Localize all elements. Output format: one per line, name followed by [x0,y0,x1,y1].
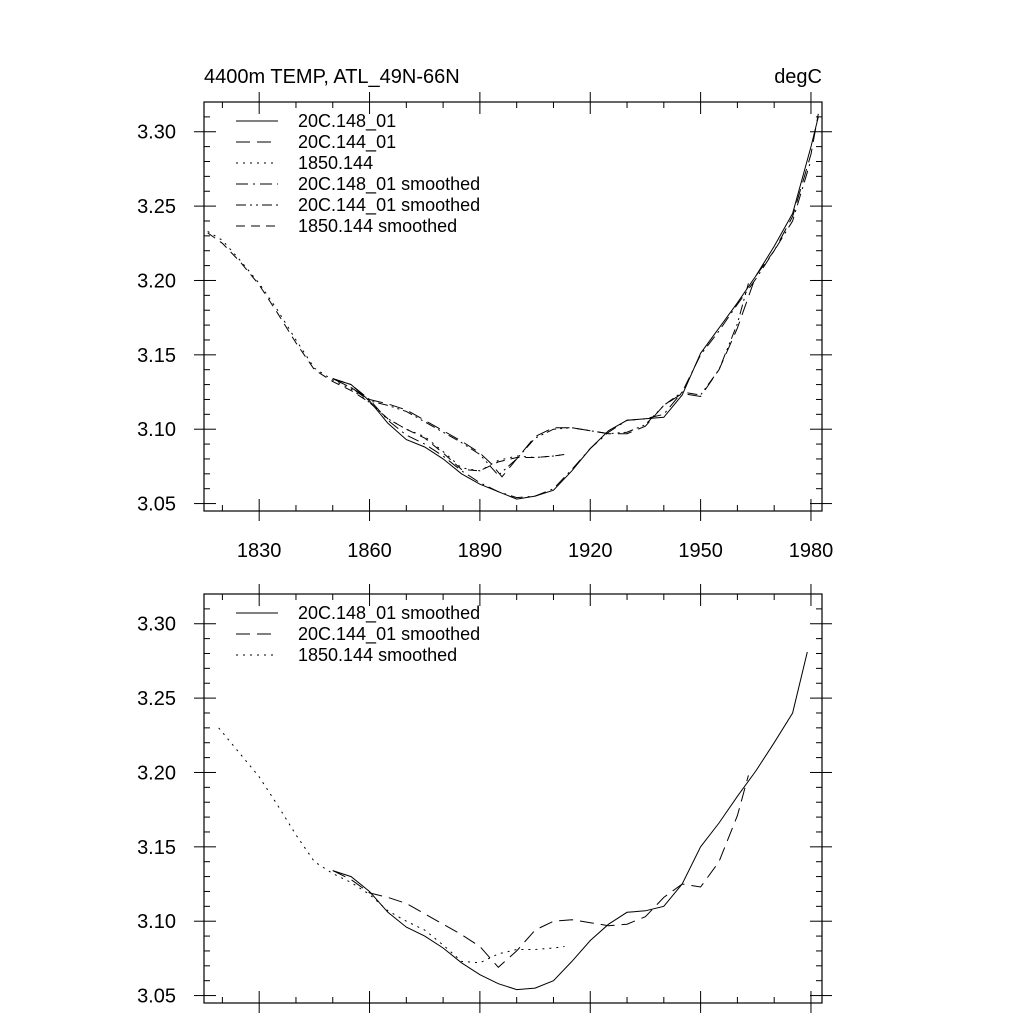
series-line-20c-148-01-smoothed [332,159,812,499]
series-line-1850-144 [207,230,565,472]
top-y-tick-labels: 3.05 3.10 3.15 3.20 3.25 3.30 [137,122,176,516]
top-axis-ticks [194,92,832,521]
units-label: degC [774,66,822,88]
top-panel: 4400m TEMP, ATL_49N-66N degC 3.05 3.10 3.1… [137,66,833,562]
series-line-20c-148-01 [332,116,819,500]
y-tick-label: 3.05 [137,986,176,1008]
series-line-1850-144-smoothed [218,727,565,964]
x-tick-label: 1920 [568,540,613,562]
y-tick-label: 3.20 [137,762,176,784]
bottom-axis-ticks [194,584,832,1013]
x-tick-label: 1890 [458,540,503,562]
y-tick-label: 3.15 [137,345,176,367]
series-line-20c-144-01-smoothed [332,283,749,477]
y-tick-label: 3.15 [137,837,176,859]
legend-label: 20C.148_01 smoothed [298,603,480,624]
top-series-group [207,113,819,500]
top-plot-frame [203,101,823,512]
series-line-20c-148-01-smoothed [332,651,808,991]
legend-label: 1850.144 [298,153,373,173]
legend-label: 1850.144 smoothed [298,216,457,236]
legend-label: 20C.144_01 [298,132,396,153]
legend-label: 1850.144 smoothed [298,645,457,665]
legend-label: 20C.144_01 smoothed [298,195,480,216]
y-tick-label: 3.30 [137,122,176,144]
series-line-1850-144-smoothed [207,232,565,472]
bottom-panel: 3.05 3.10 3.15 3.20 3.25 3.30 20C.148_01 smoo… [137,584,832,1013]
bottom-plot-frame [203,593,823,1004]
y-tick-label: 3.25 [137,196,176,218]
x-tick-label: 1950 [678,540,723,562]
legend-label: 20C.148_01 smoothed [298,174,480,195]
legend-label: 20C.148_01 [298,111,396,132]
bottom-series-group [218,651,808,991]
y-tick-label: 3.20 [137,270,176,292]
top-x-tick-labels: 1830 1860 1890 1920 1950 1980 [237,540,833,562]
y-tick-label: 3.05 [137,494,176,516]
series-line-20c-144-01-smoothed [332,775,749,969]
x-tick-label: 1830 [237,540,282,562]
chart-title: 4400m TEMP, ATL_49N-66N [204,66,460,88]
y-tick-label: 3.10 [137,911,176,933]
x-tick-label: 1860 [347,540,392,562]
bottom-y-tick-labels: 3.05 3.10 3.15 3.20 3.25 3.30 [137,614,176,1008]
series-line-20c-144-01 [332,113,819,478]
y-tick-label: 3.30 [137,614,176,636]
x-tick-label: 1980 [789,540,834,562]
y-tick-label: 3.25 [137,688,176,710]
legend-label: 20C.144_01 smoothed [298,624,480,645]
y-tick-label: 3.10 [137,419,176,441]
